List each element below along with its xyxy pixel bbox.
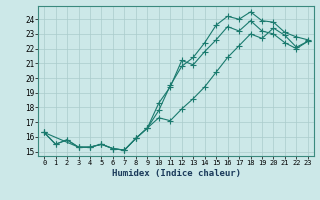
X-axis label: Humidex (Indice chaleur): Humidex (Indice chaleur)	[111, 169, 241, 178]
